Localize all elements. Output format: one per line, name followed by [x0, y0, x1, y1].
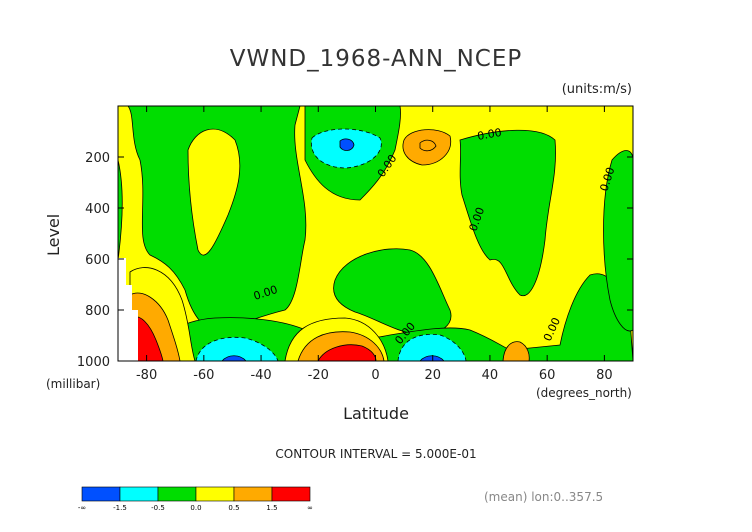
- green-band-surface: [139, 273, 633, 361]
- colorbar-label: ∞: [307, 504, 313, 512]
- cyan-anomaly-lower-right: [397, 333, 467, 361]
- x-tick-label: 80: [596, 368, 613, 383]
- chart-title: VWND_1968-ANN_NCEP: [229, 46, 523, 72]
- x-axis-units: (degrees_north): [536, 386, 632, 400]
- x-tick-label: -40: [250, 368, 271, 383]
- x-tick-label: -60: [193, 368, 214, 383]
- x-tick-label: -80: [136, 368, 157, 383]
- x-tick-label: 20: [424, 368, 441, 383]
- colorbar-label: -1.5: [113, 504, 127, 512]
- colorbar-swatch: [81, 486, 121, 502]
- y-tick-label: 600: [85, 253, 110, 268]
- blue-core-upper: [339, 138, 355, 151]
- green-region-lower-center: [333, 248, 452, 336]
- y-axis-units: (millibar): [46, 377, 101, 391]
- x-tick-label: -20: [308, 368, 329, 383]
- axis-ticks: -80 -60 -40 -20 0 20 40 60 80 200 400 600 800 1000: [77, 106, 633, 383]
- colorbar-swatch: [157, 486, 197, 502]
- y-tick-label: 400: [85, 202, 110, 217]
- green-region-far-right: [603, 150, 633, 332]
- cyan-anomaly-lower-left: [195, 336, 279, 361]
- colorbar-swatch: [119, 486, 159, 502]
- green-region-right-center: [459, 129, 556, 297]
- x-tick-label: 0: [371, 368, 379, 383]
- colorbar-swatch: [195, 486, 235, 502]
- colorbar-label: 0.5: [228, 504, 239, 512]
- y-tick-label: 1000: [77, 355, 110, 370]
- x-axis-label: Latitude: [343, 404, 409, 423]
- colorbar: -∞ -1.5 -0.5 0.0 0.5 1.5 ∞: [78, 486, 313, 512]
- colorbar-label: -∞: [78, 504, 86, 512]
- contour-field: [118, 106, 633, 361]
- contour-label: 0.00: [476, 126, 502, 143]
- contour-interval: CONTOUR INTERVAL = 5.000E-01: [275, 447, 477, 461]
- x-tick-label: 40: [482, 368, 499, 383]
- colorbar-label: 1.5: [266, 504, 277, 512]
- y-tick-label: 200: [85, 151, 110, 166]
- orange-core-upper: [419, 139, 437, 152]
- yellow-pocket-left: [187, 128, 241, 256]
- x-tick-label: 60: [539, 368, 556, 383]
- colorbar-swatch: [271, 486, 311, 502]
- colorbar-label: 0.0: [190, 504, 201, 512]
- orange-surface-right: [502, 341, 530, 361]
- y-tick-label: 800: [85, 304, 110, 319]
- colorbar-swatch: [233, 486, 273, 502]
- units-label: (units:m/s): [561, 82, 632, 97]
- subset-note: (mean) lon:0..357.5: [484, 490, 604, 504]
- missing-data-area: [118, 258, 138, 361]
- colorbar-label: -0.5: [151, 504, 165, 512]
